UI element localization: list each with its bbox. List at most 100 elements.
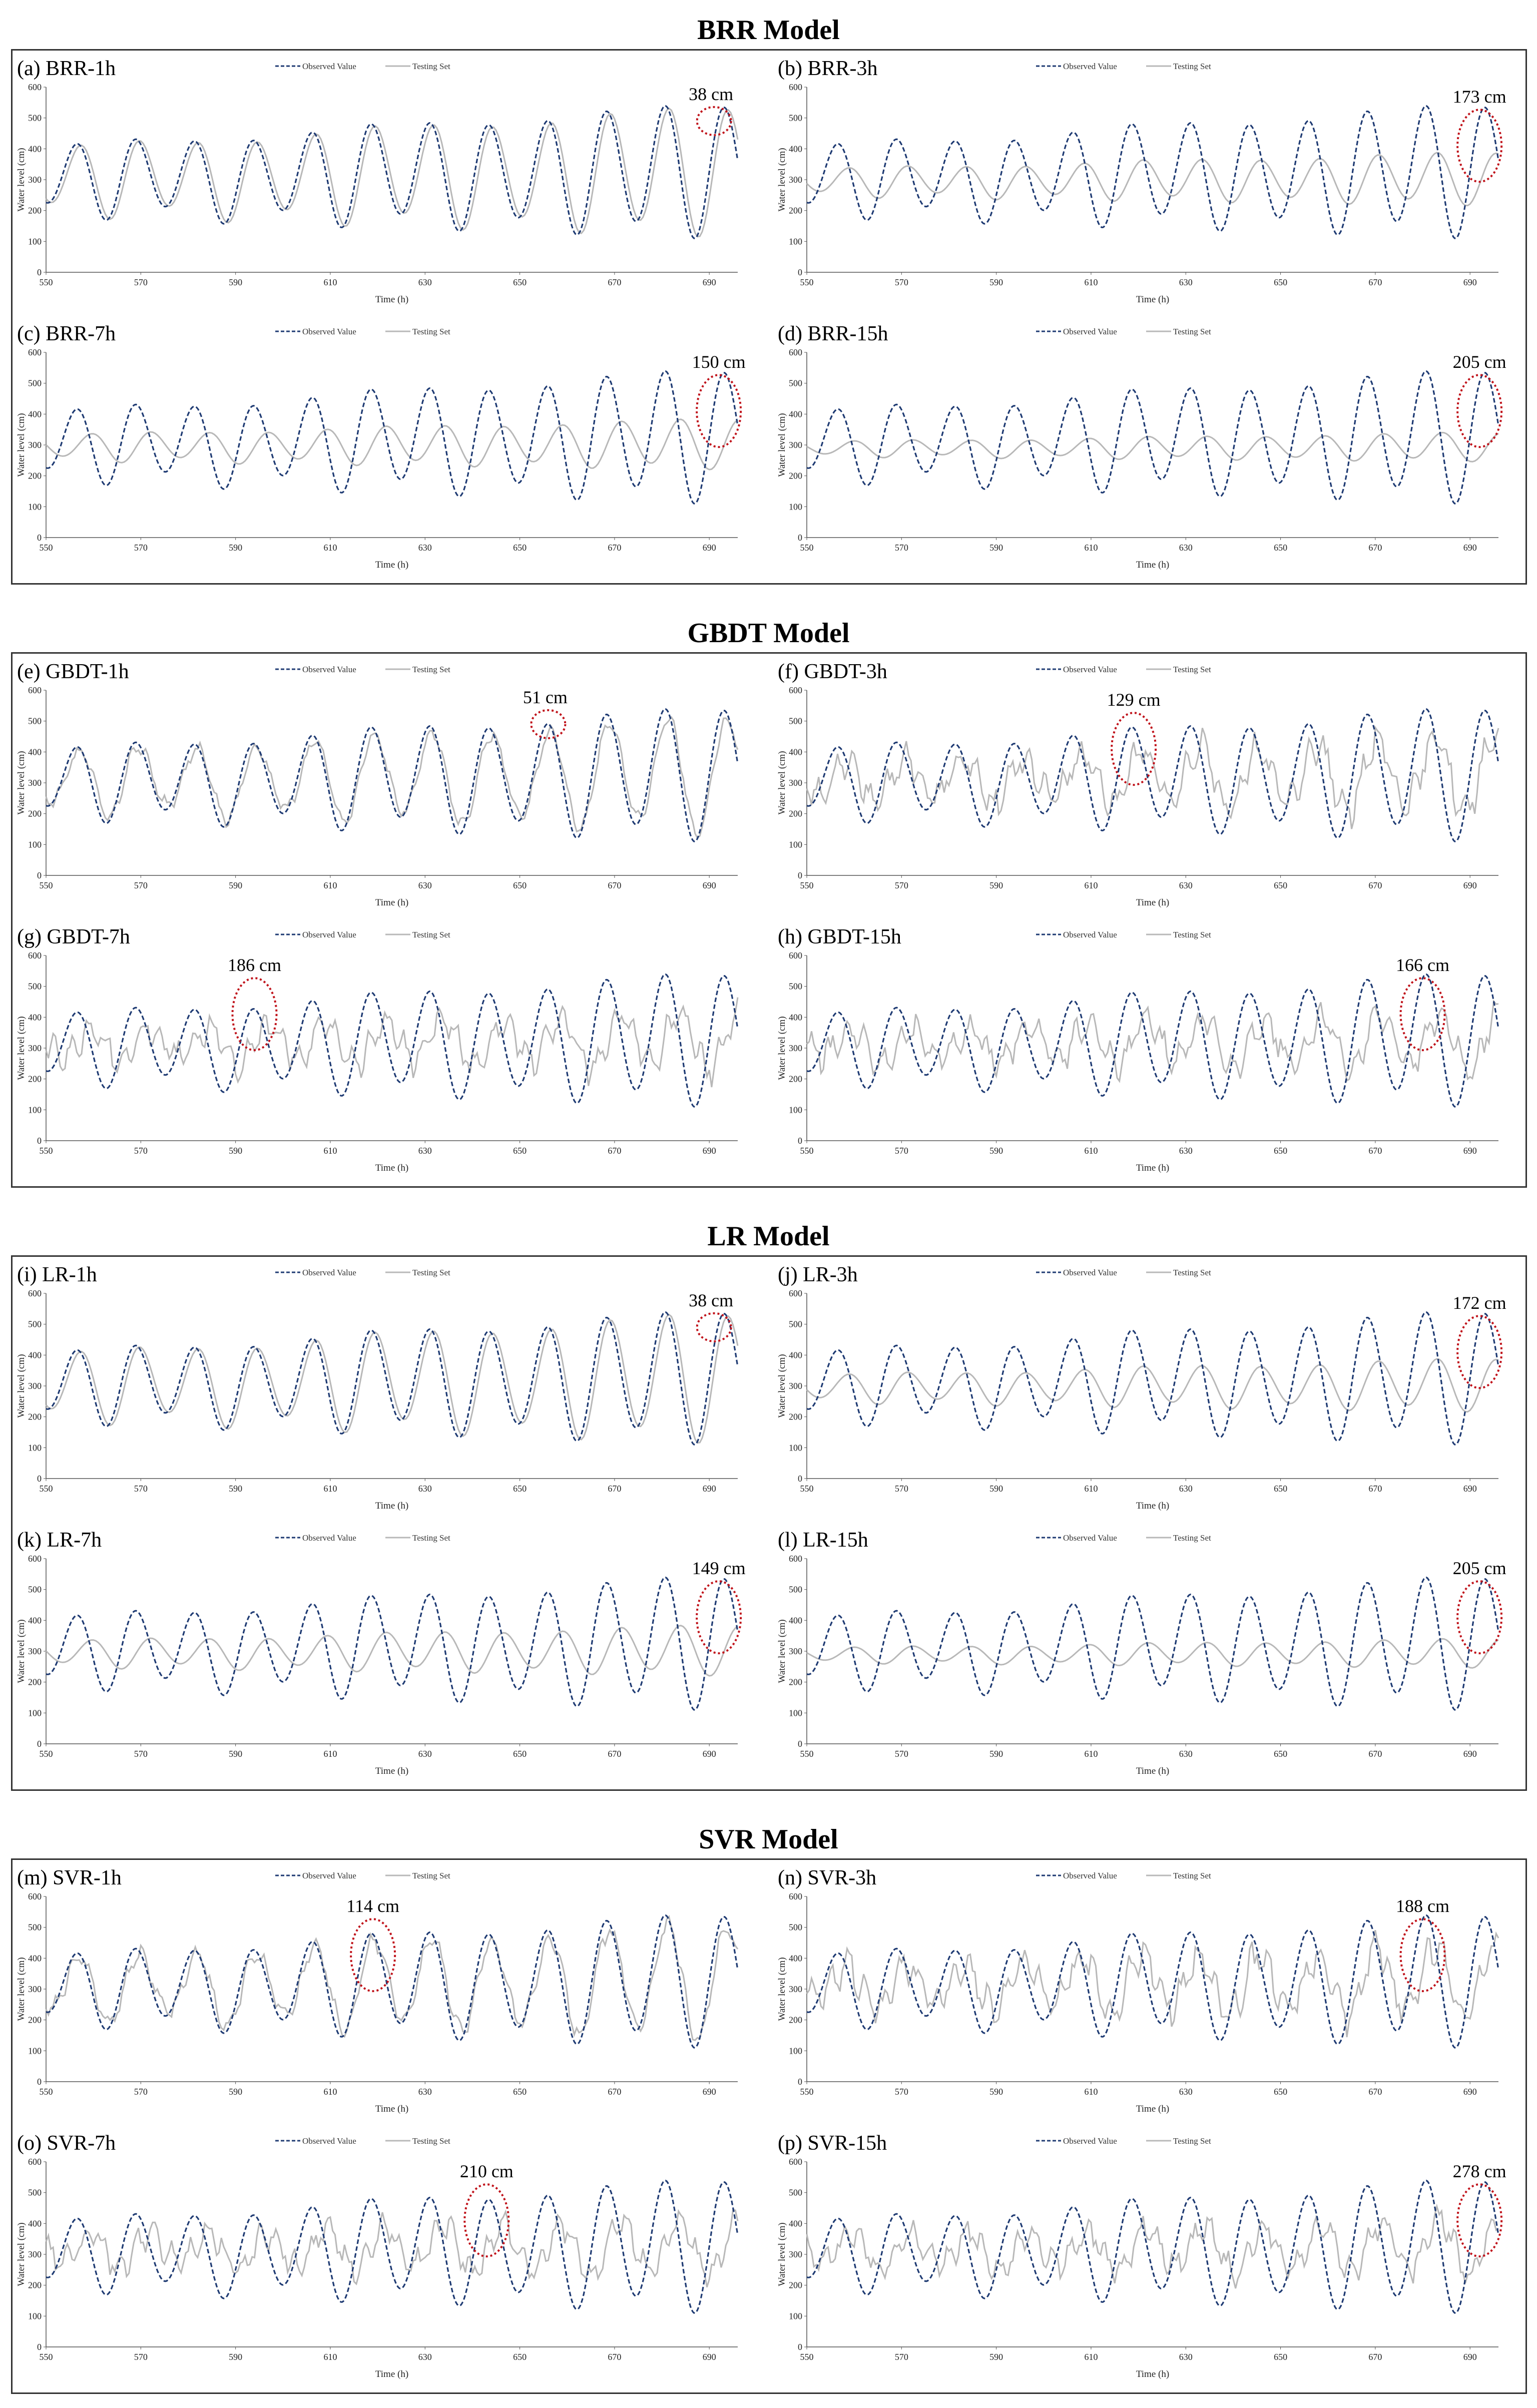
y-tick-label: 300 [28,440,42,450]
x-tick-label: 670 [608,543,621,553]
panel-label: (b) BRR-3h [778,57,878,80]
y-tick-label: 400 [28,1350,42,1360]
y-tick-label: 200 [28,2015,42,2025]
x-tick-label: 610 [1084,2087,1098,2097]
legend-observed-label: Observed Value [302,1533,356,1543]
x-tick-label: 690 [1463,1484,1477,1494]
x-tick-label: 550 [40,880,53,890]
y-tick-label: 400 [789,747,802,757]
error-highlight-circle [463,2183,510,2258]
x-axis-label: Time (h) [1136,560,1169,570]
y-tick-label: 200 [28,809,42,819]
y-tick-label: 100 [789,2046,802,2056]
error-annotation-label: 186 cm [228,955,281,975]
x-tick-label: 650 [1274,1484,1287,1494]
x-axis-label: Time (h) [1136,1766,1169,1776]
y-tick-label: 400 [28,2218,42,2228]
testing-set-line [45,716,739,839]
chart-panel-svr-1h: (m) SVR-1h Observed Value Testing Set 0 100 2… [16,1866,739,2114]
x-tick-label: 550 [40,1146,53,1156]
x-tick-label: 670 [608,880,621,890]
testing-set-line [806,1638,1499,1669]
y-tick-label: 500 [789,716,802,726]
y-tick-label: 0 [798,2342,802,2352]
observed-value-line [806,1914,1499,2049]
observed-value-line [46,2179,739,2314]
y-tick-label: 500 [28,982,42,992]
x-axis-label: Time (h) [375,897,408,908]
y-tick-label: 0 [798,267,802,277]
error-highlight-circle [1111,712,1157,786]
x-tick-label: 610 [323,880,337,890]
legend-testing-label: Testing Set [412,1871,450,1880]
chart-panel-brr-15h: (d) BRR-15h Observed Value Testing Set 0 100… [777,322,1506,570]
x-tick-label: 550 [40,2087,53,2097]
y-tick-label: 400 [28,409,42,419]
testing-set-line [45,997,739,1088]
y-tick-label: 100 [789,839,802,849]
x-tick-label: 610 [323,1146,337,1156]
y-tick-label: 100 [789,1708,802,1718]
x-axis-label: Time (h) [1136,1501,1169,1511]
error-annotation-label: 188 cm [1396,1896,1449,1916]
group-box-svr [11,1858,1527,2394]
y-tick-label: 0 [37,267,42,277]
x-tick-label: 590 [229,543,242,553]
legend-testing-label: Testing Set [412,2136,450,2146]
testing-set-line [45,1313,739,1444]
x-tick-label: 590 [989,2352,1003,2362]
y-axis-label: Water level (cm) [16,1354,27,1417]
y-tick-label: 100 [789,236,802,246]
x-tick-label: 690 [1463,1146,1477,1156]
x-tick-label: 650 [513,543,527,553]
error-highlight-circle [1399,1918,1446,1993]
x-tick-label: 670 [1368,543,1382,553]
y-tick-label: 500 [789,1922,802,1933]
legend-observed-label: Observed Value [302,2136,356,2146]
y-tick-label: 200 [28,1074,42,1084]
x-tick-label: 670 [1368,1749,1382,1759]
x-tick-label: 570 [895,2352,908,2362]
error-highlight-circle [696,1580,742,1655]
x-tick-label: 650 [1274,880,1287,890]
x-tick-label: 650 [513,2352,527,2362]
x-tick-label: 610 [1084,880,1098,890]
y-tick-label: 600 [789,2157,802,2167]
chart-panel-svr-3h: (n) SVR-3h Observed Value Testing Set 0 100 2… [777,1866,1499,2114]
x-tick-label: 610 [1084,1749,1098,1759]
y-tick-label: 600 [789,950,802,960]
y-tick-label: 400 [28,747,42,757]
legend-testing-label: Testing Set [412,665,450,674]
group-title-brr: BRR Model [697,15,840,46]
x-tick-label: 670 [1368,2087,1382,2097]
panel-label: (f) GBDT-3h [778,660,887,683]
legend: Observed Value Testing Set [275,930,450,939]
legend: Observed Value Testing Set [1036,2136,1211,2146]
group-title-gbdt: GBDT Model [687,618,850,649]
y-tick-label: 600 [789,347,802,357]
observed-value-line [806,1311,1499,1446]
legend: Observed Value Testing Set [1036,665,1211,674]
testing-set-line [45,2209,739,2288]
x-tick-label: 590 [229,880,242,890]
y-tick-label: 600 [28,950,42,960]
legend: Observed Value Testing Set [1036,1268,1211,1277]
legend-testing-label: Testing Set [1173,1871,1211,1880]
group-box-brr [11,49,1527,585]
chart-panel-brr-7h: (c) BRR-7h Observed Value Testing Set 0 100 2… [16,322,746,570]
x-tick-label: 690 [703,277,716,287]
error-annotation-label: 205 cm [1453,1558,1506,1578]
y-axis-label: Water level (cm) [777,1619,787,1683]
y-tick-label: 300 [789,175,802,185]
chart-panel-gbdt-1h: (e) GBDT-1h Observed Value Testing Set 0 100… [16,660,739,908]
y-axis-label: Water level (cm) [777,1354,787,1417]
legend-observed-label: Observed Value [1063,665,1117,674]
y-tick-label: 0 [37,2077,42,2087]
x-tick-label: 630 [418,2087,432,2097]
x-tick-label: 570 [895,543,908,553]
y-axis-label: Water level (cm) [777,1957,787,2021]
x-tick-label: 570 [134,880,148,890]
y-tick-label: 300 [789,440,802,450]
error-highlight-circle [1456,2183,1503,2258]
x-tick-label: 630 [1179,277,1193,287]
